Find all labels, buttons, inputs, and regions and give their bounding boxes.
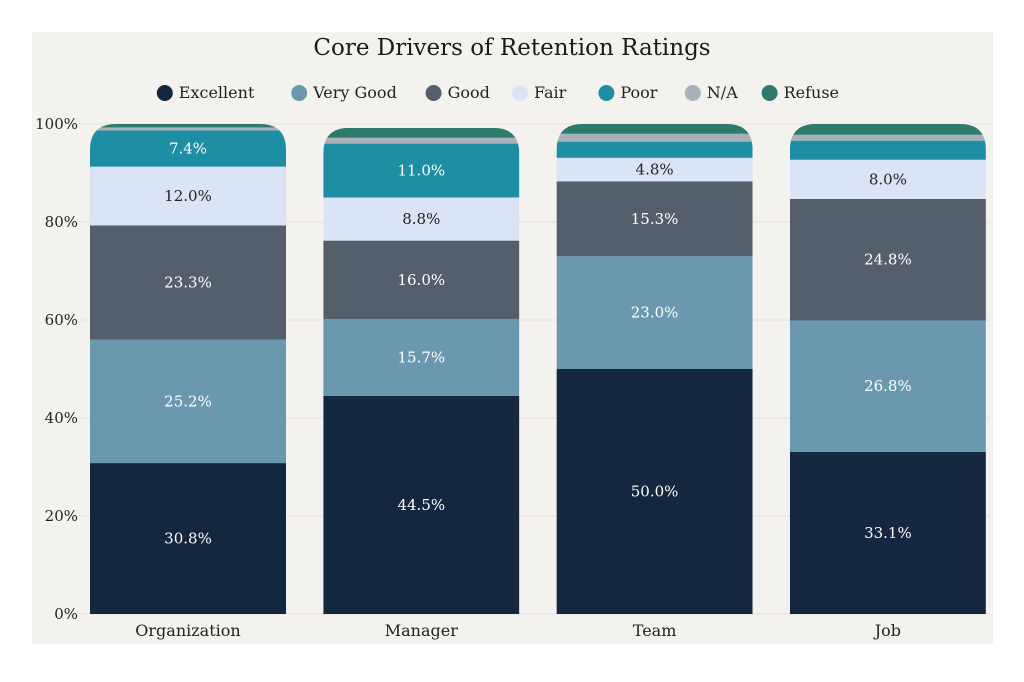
- data-label: 7.4%: [169, 140, 207, 158]
- bar-labels-manager: 44.5% 15.7% 16.0% 8.8% 11.0%: [397, 162, 445, 514]
- y-axis: 0% 20% 40% 60% 80% 100%: [35, 115, 78, 623]
- bar-segment-good: [90, 225, 286, 340]
- bar-segment-fair: [90, 166, 286, 226]
- data-label: 11.0%: [397, 162, 445, 180]
- legend-label: Very Good: [312, 83, 397, 102]
- legend-marker: [684, 85, 701, 101]
- bars: 30.8% 25.2% 23.3% 12.0% 7.4% 44.5% 15.7% 16.0% 8…: [90, 124, 986, 614]
- legend-item-refuse: Refuse: [761, 83, 839, 102]
- legend-item-fair: Fair: [512, 83, 567, 102]
- y-tick-label: 20%: [45, 507, 78, 525]
- data-label: 25.2%: [164, 392, 212, 410]
- data-label: 12.0%: [164, 187, 212, 205]
- bar-segment-n-a: [789, 134, 986, 141]
- bar-segment-excellent: [323, 395, 520, 614]
- bar-job: [789, 124, 986, 614]
- bar-manager: [323, 127, 520, 614]
- bar-segment-very-good: [556, 256, 753, 369]
- x-tick-label: Job: [873, 621, 901, 640]
- bar-organization: [90, 124, 286, 614]
- data-label: 30.8%: [164, 530, 212, 548]
- legend-label: Excellent: [179, 83, 255, 102]
- x-tick-label: Manager: [385, 621, 458, 640]
- data-label: 44.5%: [397, 496, 445, 514]
- legend-marker: [598, 85, 615, 101]
- bar-segment-poor: [90, 130, 286, 167]
- y-tick-label: 60%: [45, 311, 78, 329]
- bar-segment-refuse: [90, 124, 286, 128]
- bar-segment-n-a: [90, 127, 286, 131]
- data-label: 50.0%: [631, 483, 679, 501]
- bar-segment-good: [789, 198, 986, 321]
- bar-segment-fair: [323, 197, 520, 241]
- legend-item-excellent: Excellent: [156, 83, 255, 102]
- legend-item-very-good: Very Good: [291, 83, 397, 102]
- bar-segment-very-good: [789, 320, 986, 452]
- y-tick-label: 100%: [35, 115, 78, 133]
- data-label: 15.7%: [397, 348, 445, 366]
- data-label: 23.3%: [164, 274, 212, 292]
- bar-segment-poor: [556, 141, 753, 158]
- bar-segment-excellent: [556, 369, 753, 614]
- y-tick-label: 0%: [54, 605, 78, 623]
- bar-segment-good: [323, 240, 520, 320]
- legend-marker: [291, 85, 308, 101]
- legend: Excellent Very Good Good Fair Poor N/A Refuse: [156, 83, 839, 102]
- legend-label: Good: [448, 83, 490, 102]
- legend-item-n-a: N/A: [684, 83, 738, 102]
- bar-segment-refuse: [556, 124, 753, 134]
- bar-labels-job: 33.1% 26.8% 24.8% 8.0%: [864, 170, 912, 542]
- x-tick-label: Organization: [135, 621, 240, 640]
- bar-labels-team: 50.0% 23.0% 15.3% 4.8%: [631, 161, 679, 501]
- data-label: 16.0%: [397, 271, 445, 289]
- legend-item-poor: Poor: [598, 83, 658, 102]
- chart-title: Core Drivers of Retention Ratings: [313, 35, 711, 61]
- legend-item-good: Good: [425, 83, 490, 102]
- bar-segment-n-a: [556, 133, 753, 142]
- bar-segment-refuse: [323, 127, 520, 138]
- bar-segment-fair: [556, 157, 753, 182]
- bar-team: [556, 124, 753, 614]
- bar-segment-very-good: [323, 319, 520, 396]
- y-tick-label: 80%: [45, 213, 78, 231]
- y-tick-label: 40%: [45, 409, 78, 427]
- legend-label: Fair: [534, 83, 567, 102]
- bar-segment-excellent: [90, 463, 286, 614]
- bar-segment-poor: [789, 140, 986, 160]
- bar-segment-poor: [323, 143, 520, 198]
- legend-marker: [156, 85, 173, 101]
- bar-segment-excellent: [789, 451, 986, 614]
- legend-label: N/A: [707, 83, 738, 102]
- x-tick-label: Team: [633, 621, 677, 640]
- bar-labels-organization: 30.8% 25.2% 23.3% 12.0% 7.4%: [164, 140, 212, 548]
- data-label: 26.8%: [864, 377, 912, 395]
- data-label: 15.3%: [631, 210, 679, 228]
- data-label: 23.0%: [631, 304, 679, 322]
- data-label: 8.8%: [402, 210, 440, 228]
- data-label: 33.1%: [864, 524, 912, 542]
- data-label: 24.8%: [864, 251, 912, 269]
- legend-label: Refuse: [784, 83, 839, 102]
- legend-marker: [761, 85, 778, 101]
- bar-segment-very-good: [90, 339, 286, 464]
- bar-segment-refuse: [789, 124, 986, 135]
- legend-label: Poor: [620, 83, 657, 102]
- data-label: 8.0%: [869, 170, 907, 188]
- x-axis: Organization Manager Team Job: [135, 621, 901, 640]
- bar-segment-good: [556, 181, 753, 257]
- bar-segment-n-a: [323, 137, 520, 144]
- bar-segment-fair: [789, 159, 986, 199]
- data-label: 4.8%: [636, 161, 674, 179]
- legend-marker: [425, 85, 442, 101]
- legend-marker: [512, 85, 528, 101]
